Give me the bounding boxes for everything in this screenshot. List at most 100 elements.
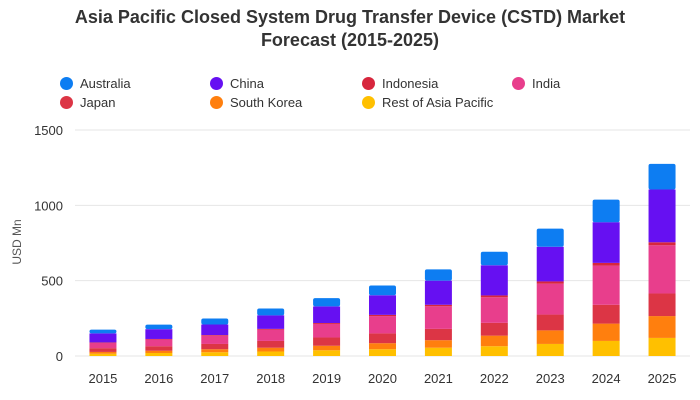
bar-segment-australia-2016[interactable]	[145, 324, 173, 330]
bar-stack-2018[interactable]	[257, 308, 285, 356]
bar-segment-india-2020[interactable]	[369, 316, 396, 334]
bar-stack-2024[interactable]	[592, 199, 620, 356]
legend-label-south-korea: South Korea	[230, 94, 303, 110]
bar-segment-china-2015[interactable]	[89, 333, 117, 343]
bar-segment-south-korea-2016[interactable]	[145, 350, 173, 353]
bar-stack-2016[interactable]	[145, 324, 173, 356]
bar-stack-2023[interactable]	[536, 228, 564, 356]
bar-segment-rest-of-asia-pacific-2024[interactable]	[592, 340, 620, 356]
bar-segment-indonesia-2022[interactable]	[480, 295, 508, 298]
y-axis-ticks: 0 500 1000 1500	[34, 123, 63, 364]
bar-segment-rest-of-asia-pacific-2021[interactable]	[424, 347, 452, 356]
bar-segment-china-2021[interactable]	[424, 280, 452, 305]
bar-segment-china-2016[interactable]	[145, 329, 173, 339]
legend-item-japan[interactable]: Japan	[60, 93, 115, 111]
bar-segment-china-2019[interactable]	[313, 306, 341, 324]
bar-segment-india-2019[interactable]	[313, 323, 341, 338]
bar-stack-2015[interactable]	[89, 329, 117, 356]
bar-segment-south-korea-2021[interactable]	[424, 340, 452, 348]
bar-stack-2022[interactable]	[480, 251, 508, 356]
legend-label-indonesia: Indonesia	[382, 75, 439, 91]
bar-stack-2017[interactable]	[201, 318, 229, 356]
bar-segment-rest-of-asia-pacific-2017[interactable]	[201, 352, 229, 356]
bar-stack-2025[interactable]	[648, 163, 676, 356]
bar-segment-japan-2018[interactable]	[257, 340, 285, 348]
bar-segment-australia-2022[interactable]	[480, 251, 508, 266]
bar-segment-south-korea-2020[interactable]	[369, 343, 396, 350]
bar-segment-japan-2023[interactable]	[536, 314, 564, 331]
bar-segment-australia-2015[interactable]	[89, 329, 117, 334]
bar-segment-south-korea-2018[interactable]	[257, 347, 285, 352]
bar-segment-south-korea-2017[interactable]	[201, 349, 229, 353]
bar-segment-china-2025[interactable]	[648, 189, 676, 243]
bar-segment-australia-2019[interactable]	[313, 298, 341, 307]
bar-segment-australia-2018[interactable]	[257, 308, 285, 316]
bar-segment-china-2024[interactable]	[592, 222, 620, 263]
bar-segment-japan-2019[interactable]	[313, 337, 341, 346]
bar-segment-indonesia-2017[interactable]	[201, 335, 229, 336]
bar-segment-south-korea-2023[interactable]	[536, 330, 564, 344]
bar-segment-indonesia-2021[interactable]	[424, 304, 452, 307]
bar-segment-china-2017[interactable]	[201, 324, 229, 336]
legend-item-india[interactable]: India	[512, 74, 560, 92]
legend-item-china[interactable]: China	[210, 74, 264, 92]
bar-segment-japan-2024[interactable]	[592, 304, 620, 324]
bar-segment-south-korea-2015[interactable]	[89, 351, 117, 354]
bar-segment-australia-2017[interactable]	[201, 318, 229, 325]
bar-segment-china-2023[interactable]	[536, 246, 564, 282]
bar-segment-rest-of-asia-pacific-2018[interactable]	[257, 351, 285, 356]
legend-item-rest-of-asia-pacific[interactable]: Rest of Asia Pacific	[362, 93, 493, 111]
legend-item-indonesia[interactable]: Indonesia	[362, 74, 438, 92]
bar-segment-south-korea-2025[interactable]	[648, 316, 676, 338]
bar-segment-australia-2025[interactable]	[648, 163, 676, 190]
bar-segment-south-korea-2022[interactable]	[480, 335, 508, 347]
bar-segment-indonesia-2020[interactable]	[369, 314, 396, 317]
bar-segment-india-2021[interactable]	[424, 306, 452, 329]
bar-segment-rest-of-asia-pacific-2023[interactable]	[536, 343, 564, 356]
bar-segment-indonesia-2024[interactable]	[592, 262, 620, 266]
bar-segment-indonesia-2023[interactable]	[536, 281, 564, 284]
bar-segment-indonesia-2025[interactable]	[648, 242, 676, 246]
bar-segment-japan-2025[interactable]	[648, 293, 676, 317]
bar-segment-china-2018[interactable]	[257, 315, 285, 329]
bar-segment-japan-2022[interactable]	[480, 322, 508, 336]
y-tick-label: 500	[41, 274, 63, 289]
bar-segment-india-2025[interactable]	[648, 245, 676, 294]
bar-segment-indonesia-2018[interactable]	[257, 328, 285, 330]
bar-segment-india-2017[interactable]	[201, 335, 229, 344]
bar-segment-india-2024[interactable]	[592, 265, 620, 305]
bar-segment-china-2020[interactable]	[369, 295, 396, 315]
bar-segment-japan-2016[interactable]	[145, 346, 173, 351]
bar-segment-rest-of-asia-pacific-2020[interactable]	[369, 349, 396, 356]
bar-stack-2020[interactable]	[369, 285, 396, 356]
bar-segment-india-2022[interactable]	[480, 297, 508, 323]
bar-segment-rest-of-asia-pacific-2019[interactable]	[313, 350, 341, 356]
bar-segment-rest-of-asia-pacific-2025[interactable]	[648, 337, 676, 356]
bar-segment-indonesia-2019[interactable]	[313, 323, 341, 324]
bar-stack-2021[interactable]	[424, 269, 452, 356]
bar-segment-australia-2020[interactable]	[369, 285, 396, 296]
bar-segment-india-2023[interactable]	[536, 283, 564, 315]
bar-stack-2019[interactable]	[313, 298, 341, 356]
bar-segment-south-korea-2019[interactable]	[313, 345, 341, 351]
bar-segment-japan-2020[interactable]	[369, 333, 396, 344]
bar-segment-india-2018[interactable]	[257, 329, 285, 341]
legend-item-south-korea[interactable]: South Korea	[210, 93, 302, 111]
bar-segment-japan-2015[interactable]	[89, 348, 117, 352]
bar-segment-india-2015[interactable]	[89, 342, 117, 349]
bar-segment-australia-2023[interactable]	[536, 228, 564, 247]
bar-segment-india-2016[interactable]	[145, 339, 173, 347]
bar-segment-rest-of-asia-pacific-2015[interactable]	[89, 353, 117, 356]
bar-segment-japan-2021[interactable]	[424, 328, 452, 341]
legend-item-australia[interactable]: Australia	[60, 74, 131, 92]
bar-segment-china-2022[interactable]	[480, 265, 508, 296]
x-tick-label: 2024	[592, 371, 621, 386]
bar-segment-rest-of-asia-pacific-2022[interactable]	[480, 346, 508, 356]
bar-segment-australia-2024[interactable]	[592, 199, 620, 223]
legend-swatch-japan	[60, 95, 73, 109]
y-tick-label: 0	[56, 349, 63, 364]
bar-segment-japan-2017[interactable]	[201, 343, 229, 350]
bar-segment-australia-2021[interactable]	[424, 269, 452, 281]
bar-segment-rest-of-asia-pacific-2016[interactable]	[145, 352, 173, 356]
bar-segment-south-korea-2024[interactable]	[592, 323, 620, 341]
